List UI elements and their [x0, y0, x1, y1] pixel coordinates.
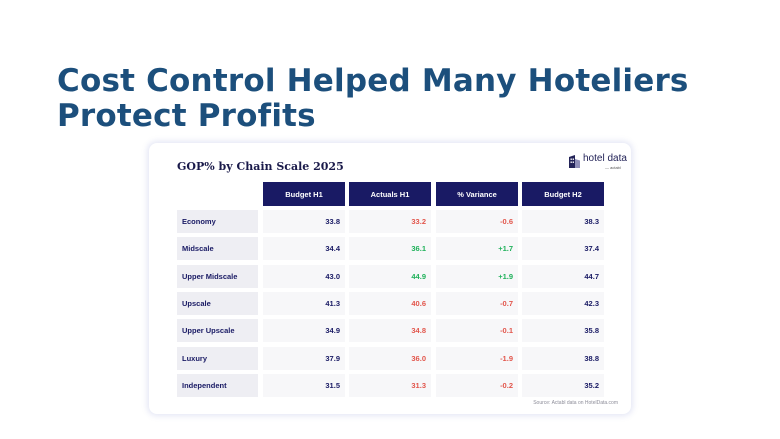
logo-subtext: — actabl [605, 165, 621, 170]
table-cell-budget-h2: 38.3 [522, 210, 604, 233]
table-cell-budget-h1: 37.9 [263, 347, 345, 370]
row-label: Midscale [177, 237, 258, 260]
row-label: Upscale [177, 292, 258, 315]
table-card: GOP% by Chain Scale 2025 hotel data — ac… [149, 143, 631, 414]
row-label: Economy [177, 210, 258, 233]
table-cell-budget-h1: 31.5 [263, 374, 345, 397]
table-cell-budget-h1: 33.8 [263, 210, 345, 233]
row-label: Independent [177, 374, 258, 397]
table-cell-variance: -0.6 [436, 210, 518, 233]
slide-title: Cost Control Helped Many Hoteliers Prote… [57, 64, 757, 134]
table-cell-actuals-h1: 44.9 [349, 265, 431, 288]
table-cell-variance: -1.9 [436, 347, 518, 370]
slide-title-line-2: Protect Profits [57, 98, 316, 134]
table-cell-budget-h1: 41.3 [263, 292, 345, 315]
table-cell-budget-h2: 37.4 [522, 237, 604, 260]
table-cell-variance: +1.7 [436, 237, 518, 260]
column-header: Actuals H1 [349, 182, 431, 206]
table-cell-budget-h2: 35.2 [522, 374, 604, 397]
hotel-building-icon [569, 155, 580, 168]
table-cell-budget-h2: 42.3 [522, 292, 604, 315]
row-label: Upper Upscale [177, 319, 258, 342]
hotel-data-logo: hotel data — actabl [568, 152, 627, 172]
slide-title-line-1: Cost Control Helped Many Hoteliers [57, 63, 689, 99]
column-header: % Variance [436, 182, 518, 206]
table-cell-variance: -0.1 [436, 319, 518, 342]
table-cell-variance: -0.2 [436, 374, 518, 397]
column-header: Budget H1 [263, 182, 345, 206]
table-cell-actuals-h1: 40.6 [349, 292, 431, 315]
table-cell-budget-h1: 34.4 [263, 237, 345, 260]
table-cell-budget-h2: 38.8 [522, 347, 604, 370]
row-label: Luxury [177, 347, 258, 370]
source-note: Source: Actabl data on HotelData.com [533, 400, 618, 406]
table-cell-budget-h1: 43.0 [263, 265, 345, 288]
table-cell-actuals-h1: 34.8 [349, 319, 431, 342]
logo-text: hotel data [583, 153, 627, 164]
row-label: Upper Midscale [177, 265, 258, 288]
table-cell-actuals-h1: 31.3 [349, 374, 431, 397]
table-cell-actuals-h1: 33.2 [349, 210, 431, 233]
table-cell-variance: -0.7 [436, 292, 518, 315]
column-header: Budget H2 [522, 182, 604, 206]
table-cell-budget-h2: 44.7 [522, 265, 604, 288]
table-title: GOP% by Chain Scale 2025 [177, 160, 344, 173]
table-cell-actuals-h1: 36.0 [349, 347, 431, 370]
table-cell-budget-h1: 34.9 [263, 319, 345, 342]
table-cell-actuals-h1: 36.1 [349, 237, 431, 260]
table-cell-budget-h2: 35.8 [522, 319, 604, 342]
table-cell-variance: +1.9 [436, 265, 518, 288]
